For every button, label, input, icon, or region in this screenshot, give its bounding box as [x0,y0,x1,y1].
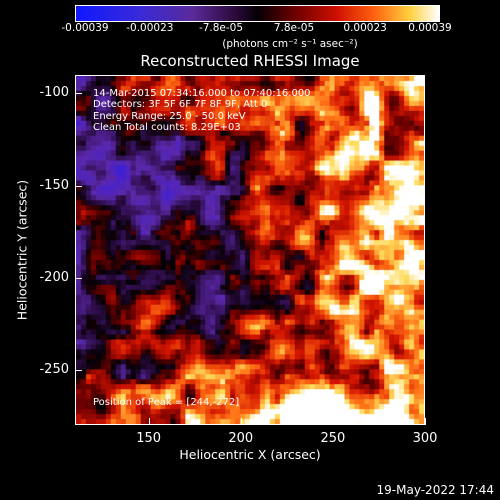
x-tick-label: 250 [320,431,346,446]
rhessi-heatmap-image [76,76,424,424]
x-tick-mark [332,418,334,425]
annotation-detectors: Detectors: 3F 5F 6F 7F 8F 9F, Att 0 [93,99,268,110]
annotation-time-range: 14-Mar-2015 07:34:16.000 to 07:40:16.000 [93,88,311,99]
colorbar-tick-label: 0.00023 [343,22,387,34]
x-tick-mark [148,418,150,425]
y-tick-mark [75,93,82,95]
annotation-peak-position: Position of Peak = [244,-272] [93,397,240,408]
x-tick-label: 200 [228,431,254,446]
y-tick-label: -150 [39,177,69,193]
x-axis-label: Heliocentric X (arcsec) [179,447,321,462]
footer-datestamp: 19-May-2022 17:44 [376,483,494,497]
y-tick-label: -250 [39,361,69,377]
x-tick-mark [240,418,242,425]
annotation-energy-range: Energy Range: 25.0 - 50.0 keV [93,111,246,122]
colorbar-tick-label: -0.00039 [61,22,109,34]
y-tick-mark [75,277,82,279]
colorbar-tick-label: 7.8e-05 [273,22,315,34]
plot-title: Reconstructed RHESSI Image [140,52,360,70]
colorbar-unit-label: (photons cm⁻² s⁻¹ asec⁻²) [222,38,358,50]
image-plot-area [75,75,425,425]
y-axis-label: Heliocentric Y (arcsec) [14,179,30,321]
colorbar-tick-label: -7.8e-05 [198,22,244,34]
x-tick-label: 300 [412,431,438,446]
x-tick-mark [425,418,426,425]
colorbar [75,5,440,22]
x-tick-label: 150 [136,431,162,446]
colorbar-tick-label: -0.00023 [126,22,174,34]
y-tick-mark [75,185,82,187]
y-tick-label: -200 [39,269,69,285]
annotation-clean-counts: Clean Total counts: 8.29E+03 [93,122,241,133]
colorbar-tick-label: 0.00039 [408,22,452,34]
y-tick-mark [75,369,82,371]
y-tick-label: -100 [39,85,69,101]
